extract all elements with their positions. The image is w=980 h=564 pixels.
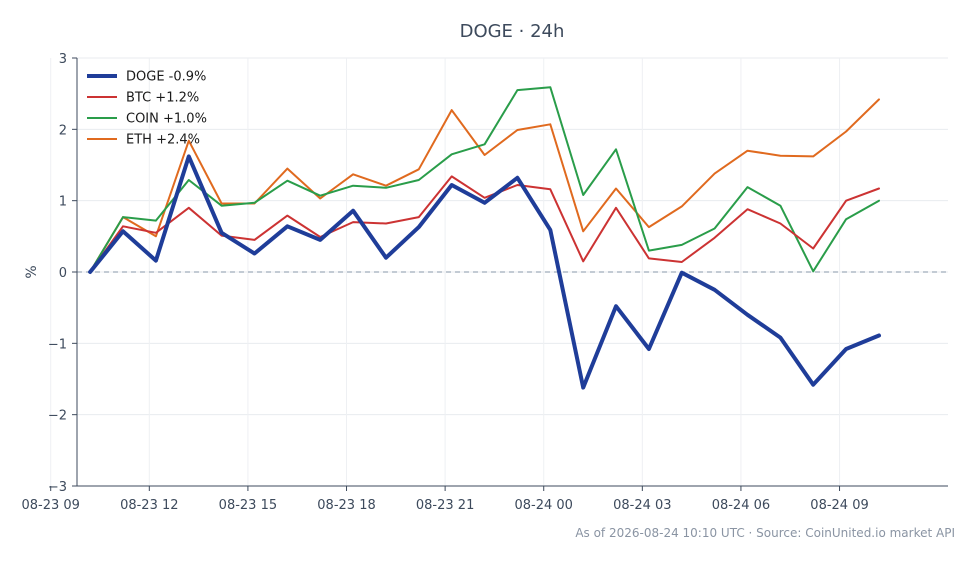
y-tick-label: 0 xyxy=(59,266,67,281)
y-tick-label: 1 xyxy=(59,195,67,210)
y-tick-label: −2 xyxy=(48,409,67,424)
x-tick-label: 08-23 09 xyxy=(21,498,79,513)
x-tick-label: 08-23 12 xyxy=(120,498,178,513)
x-tick-label: 08-23 18 xyxy=(317,498,375,513)
series-group xyxy=(88,86,881,390)
series-line-doge xyxy=(88,154,881,390)
x-tick-label: 08-24 03 xyxy=(613,498,671,513)
series-line-coin xyxy=(89,86,880,273)
y-tick-label: −3 xyxy=(48,480,67,495)
x-tick-label: 08-24 09 xyxy=(810,498,868,513)
x-tick-label: 08-23 15 xyxy=(219,498,277,513)
x-tick-label: 08-24 06 xyxy=(712,498,770,513)
x-tick-label: 08-23 21 xyxy=(416,498,474,513)
legend-label: COIN +1.0% xyxy=(126,112,207,127)
footer-note: As of 2026-08-24 10:10 UTC · Source: Coi… xyxy=(575,526,955,540)
legend: DOGE -0.9% BTC +1.2% COIN +1.0% ETH +2.4% xyxy=(87,70,207,148)
grid xyxy=(50,57,948,487)
x-ticks: 08-23 09 08-23 12 08-23 15 08-23 18 08-23 21… xyxy=(21,486,869,513)
chart-title: DOGE · 24h xyxy=(460,21,565,42)
y-tick-label: −1 xyxy=(48,337,67,352)
y-ticks: −3 −2 −1 0 1 2 3 xyxy=(48,52,77,495)
y-tick-label: 2 xyxy=(59,123,67,138)
series-line-eth xyxy=(89,98,880,273)
y-tick-label: 3 xyxy=(59,52,67,67)
legend-label: BTC +1.2% xyxy=(126,91,199,106)
legend-label: ETH +2.4% xyxy=(126,133,200,148)
legend-label: DOGE -0.9% xyxy=(126,70,206,85)
x-tick-label: 08-24 00 xyxy=(514,498,572,513)
series-line-btc xyxy=(89,175,880,273)
y-axis-label: % xyxy=(24,265,40,278)
